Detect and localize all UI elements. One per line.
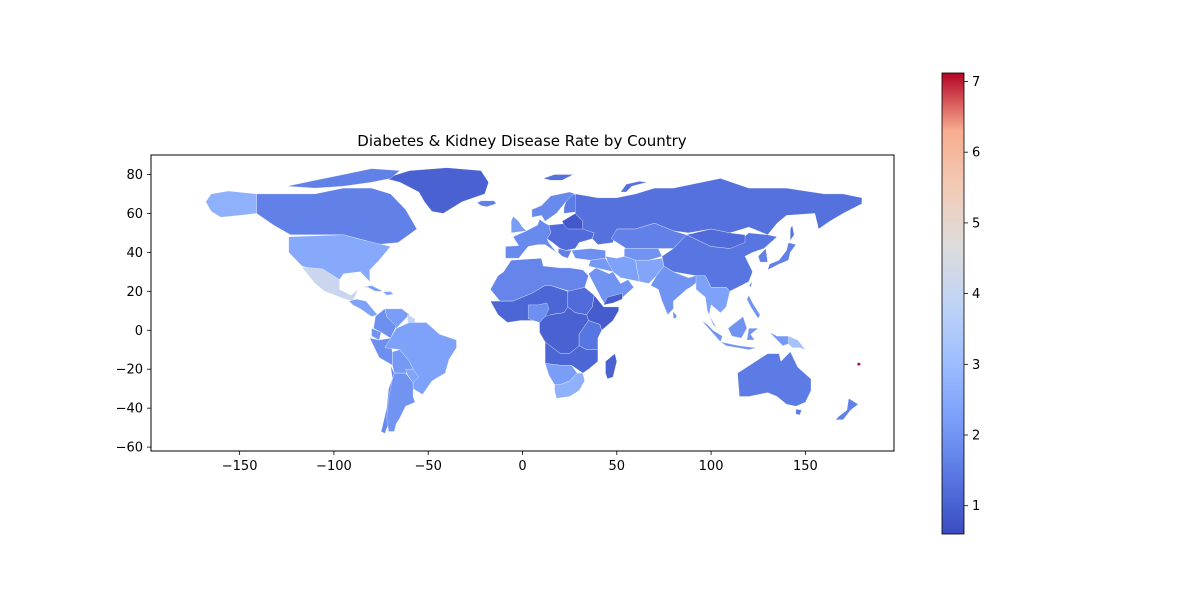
y-tick-label: 0: [135, 324, 143, 339]
y-tick-label: 20: [126, 285, 143, 300]
region-java-lesser-sunda: [720, 341, 757, 350]
region-novaya-zemlya: [620, 181, 648, 193]
x-tick-label: −100: [316, 459, 352, 474]
region-sulawesi-philippines: [746, 328, 759, 341]
colorbar-tick-label: 1: [972, 499, 980, 514]
region-taiwan: [749, 281, 753, 288]
colorbar-tick-label: 3: [972, 358, 980, 373]
region-greenland: [384, 167, 489, 214]
region-svalbard: [542, 174, 574, 181]
region-tasmania: [795, 408, 802, 416]
region-central-america: [348, 298, 378, 317]
region-borneo: [727, 316, 748, 339]
x-tick-label: −150: [222, 459, 258, 474]
y-tick-label: −40: [116, 402, 143, 417]
region-balkans-greece: [558, 248, 572, 259]
region-papua-new-guinea: [788, 335, 806, 350]
region-sumatra-borneo: [701, 320, 723, 343]
region-paraguay: [405, 369, 419, 384]
chart-title: Diabetes & Kidney Disease Rate by Countr…: [357, 132, 687, 150]
colorbar-gradient: [941, 72, 965, 535]
region-sri-lanka: [672, 310, 677, 319]
y-tick-label: 40: [126, 246, 143, 261]
region-australia: [737, 351, 812, 407]
x-tick-label: 100: [699, 459, 724, 474]
region-mexico: [301, 266, 359, 302]
region-yemen: [603, 293, 623, 306]
x-tick-label: −50: [414, 459, 441, 474]
colorbar-tick-label: 7: [972, 75, 980, 90]
region-iraq-levant: [588, 258, 614, 273]
x-tick-label: 0: [518, 459, 526, 474]
y-tick-label: 80: [126, 168, 143, 183]
y-tick-label: 60: [126, 207, 143, 222]
region-cuba: [362, 285, 384, 292]
colorbar: 1 2 3 4 5 6 7: [941, 72, 980, 535]
region-russia: [575, 178, 863, 245]
region-canadian-arctic-islands: [286, 168, 401, 189]
region-sakhalin: [790, 224, 795, 242]
region-iceland: [476, 200, 497, 207]
region-united-kingdom: [511, 216, 527, 234]
region-hispaniola: [382, 291, 394, 296]
region-korea: [758, 248, 768, 263]
region-philippines: [746, 294, 761, 319]
colorbar-tick-label: 2: [972, 429, 980, 444]
region-canada: [256, 187, 418, 245]
colorbar-tick-label: 6: [972, 146, 980, 161]
region-united-states: [288, 234, 391, 282]
region-turkey: [571, 248, 606, 261]
region-argentina: [386, 372, 416, 432]
colorbar-ticks: 1 2 3 4 5 6 7: [964, 75, 980, 514]
region-madagascar: [605, 353, 617, 380]
region-japan: [767, 242, 797, 271]
region-alaska: [205, 190, 257, 218]
colorbar-tick-label: 4: [972, 287, 980, 302]
region-fiji: [857, 362, 862, 366]
region-south-africa: [554, 372, 585, 399]
region-new-zealand: [835, 398, 859, 420]
x-axis: −150 −100 −50 0 50 100 150: [222, 451, 818, 474]
region-mongolia: [686, 228, 746, 249]
x-tick-label: 150: [793, 459, 818, 474]
y-tick-label: −20: [116, 363, 143, 378]
colorbar-tick-label: 5: [972, 216, 980, 231]
y-axis: −60 −40 −20 0 20 40 60 80: [116, 168, 151, 456]
region-southeast-asia: [695, 275, 731, 329]
y-tick-label: −60: [116, 441, 143, 456]
region-new-guinea-west-: [769, 332, 789, 346]
map-regions: [205, 167, 863, 434]
x-tick-label: 50: [609, 459, 626, 474]
